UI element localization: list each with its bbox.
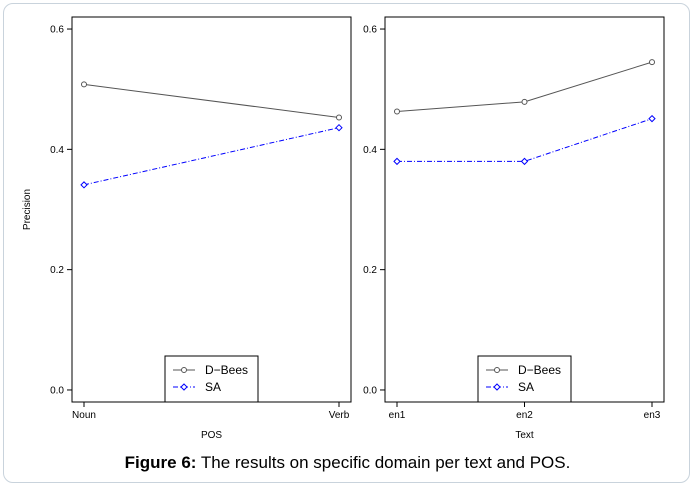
legend: D−Bees SA [477,355,572,403]
chart-panel-pos: 0.0 0.2 0.4 0.6 Noun Verb POS Precision D−Bees SA [22,16,352,441]
series-line-d-bees [83,83,340,118]
legend-label-sa: SA [205,380,221,394]
caption-label: Figure 6: [124,453,197,472]
y-tick-label: 0.2 [363,265,377,276]
series-line-sa [397,118,653,162]
x-axis-title: Text [515,430,534,441]
figure-caption: Figure 6: The results on specific domain… [0,453,695,473]
series-line-sa [83,127,340,186]
data-point-d-bees [394,108,400,115]
plot-border [71,16,352,403]
data-point-sa [335,123,343,132]
legend-box [164,355,259,403]
legend-marker-d-bees [494,367,500,373]
y-tick-label: 0.0 [363,385,377,396]
legend-label-d-bees: D−Bees [518,363,561,377]
x-tick-label-en1: en1 [389,410,406,421]
legend-label-d-bees: D−Bees [205,363,248,377]
data-point-d-bees [81,81,87,88]
legend-box [477,355,572,403]
data-point-sa [520,157,529,166]
data-point-d-bees [521,98,528,105]
plot-border [384,16,665,403]
y-axis-title: Precision [22,189,33,230]
x-tick-label-noun: Noun [72,410,96,421]
x-tick-label-en3: en3 [644,410,661,421]
legend-marker-d-bees [181,367,187,373]
y-tick-label: 0.0 [50,385,64,396]
legend-marker-sa [180,383,188,391]
x-tick-label-verb: Verb [329,410,350,421]
y-tick-label: 0.4 [363,145,377,156]
y-tick-label: 0.2 [50,265,64,276]
figure-charts: 0.0 0.2 0.4 0.6 Noun Verb POS Precision D−Bees SA… [22,16,665,441]
legend: D−Bees SA [164,355,259,403]
y-tick-label: 0.6 [363,25,377,36]
x-axis-title: POS [201,430,222,441]
y-tick-label: 0.6 [50,25,64,36]
x-tick-label-en2: en2 [516,410,533,421]
chart-panel-text: 0.0 0.2 0.4 0.6 en1 en2 en3 Text D−Bees SA [363,16,665,441]
data-point-sa [80,181,88,189]
legend-label-sa: SA [518,380,534,394]
y-tick-label: 0.4 [50,145,64,156]
data-point-d-bees [649,59,655,66]
legend-marker-sa [493,383,501,391]
data-point-d-bees [336,114,342,121]
data-point-sa [648,114,656,123]
figure-frame [3,3,690,483]
data-point-sa [393,157,401,166]
caption-text: The results on specific domain per text … [196,453,571,472]
